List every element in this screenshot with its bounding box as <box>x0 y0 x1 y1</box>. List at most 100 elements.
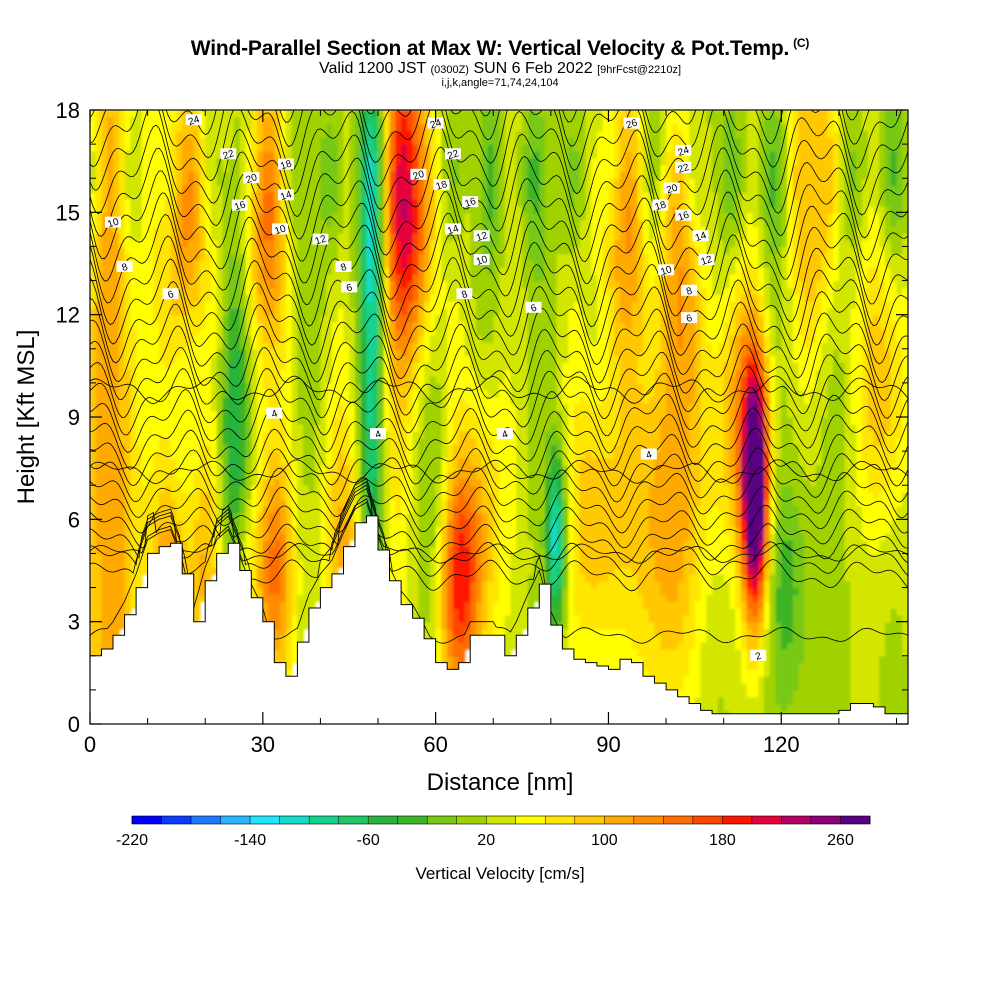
theta-contour-label: 16 <box>231 199 248 213</box>
theta-contour-label: 26 <box>623 117 640 132</box>
colorbar-swatch <box>751 816 782 824</box>
theta-contour-label: 12 <box>698 254 715 268</box>
y-tick-label: 12 <box>56 303 80 328</box>
valid-utc: (0300Z) <box>430 64 469 76</box>
theta-contour-line <box>90 366 908 437</box>
chart-title: Wind-Parallel Section at Max W: Vertical… <box>0 36 1000 61</box>
copyright-mark: (C) <box>793 36 810 50</box>
colorbar-swatch <box>368 816 398 824</box>
theta-contour-label: 20 <box>243 172 260 186</box>
theta-contour-line <box>90 110 859 123</box>
theta-contour-label: 8 <box>456 288 473 301</box>
theta-contour-label: 12 <box>473 230 490 244</box>
theta-contour-line <box>90 488 908 592</box>
x-tick-label: 30 <box>251 732 275 757</box>
theta-contour-line <box>90 447 908 503</box>
colorbar-swatch <box>840 816 871 824</box>
y-tick-label: 3 <box>68 610 80 635</box>
colorbar-tick-label: 180 <box>709 832 736 849</box>
theta-contour-label: 18 <box>652 199 669 213</box>
theta-contour-label: 14 <box>277 189 294 203</box>
theta-contour-line <box>90 212 908 306</box>
theta-contour-label: 20 <box>410 169 427 183</box>
colorbar-swatch <box>456 816 487 824</box>
chart-subtitle: Valid 1200 JST (0300Z) SUN 6 Feb 2022 [9… <box>0 60 1000 78</box>
theta-contour-label: 22 <box>675 162 692 176</box>
theta-contour-label: 22 <box>444 148 461 162</box>
theta-contour-label: 18 <box>277 158 294 173</box>
colorbar-swatch <box>545 816 576 824</box>
theta-contour-line <box>90 169 908 263</box>
colorbar-swatch <box>397 816 428 824</box>
theta-contour-label: 8 <box>335 260 352 274</box>
theta-contour-line <box>90 459 908 484</box>
theta-contour-label: 18 <box>433 179 450 193</box>
colorbar-swatch <box>427 816 458 824</box>
theta-contour-line <box>90 279 908 366</box>
theta-contour-label: 16 <box>675 210 692 224</box>
theta-contour-line <box>90 375 908 405</box>
colorbar-swatch <box>191 816 221 824</box>
theta-contour-line <box>90 110 870 148</box>
theta-contour-line <box>90 301 908 384</box>
theta-contour-label: 24 <box>185 114 202 128</box>
colorbar-tick-label: 260 <box>827 832 854 849</box>
x-tick-label: 90 <box>596 732 620 757</box>
valid-date: SUN 6 Feb 2022 <box>473 60 593 77</box>
colorbar: -220 -140 -60 20 100 180 260 <box>116 815 871 849</box>
y-tick-label: 9 <box>68 405 80 430</box>
theta-contour-label: 2 <box>750 649 767 663</box>
theta-contour-line <box>90 110 908 195</box>
colorbar-swatch <box>250 816 280 824</box>
theta-contour-label: 24 <box>675 145 692 159</box>
y-axis-title: Height [Kft MSL] <box>13 330 40 505</box>
theta-contour-line <box>90 6 908 98</box>
colorbar-swatch <box>781 816 812 824</box>
theta-contour-label: 6 <box>341 281 358 294</box>
theta-contour-label: 10 <box>105 216 121 231</box>
theta-contours <box>90 0 908 644</box>
theta-contour-line <box>90 0 908 23</box>
terrain <box>89 515 909 725</box>
colorbar-swatch <box>810 816 841 824</box>
theta-contour-label: 22 <box>220 148 237 162</box>
colorbar-swatch <box>633 816 664 824</box>
chart-title-text: Wind-Parallel Section at Max W: Vertical… <box>190 37 790 60</box>
theta-contour-label: 10 <box>272 223 289 237</box>
theta-contour-line <box>90 501 908 644</box>
theta-contour-line <box>90 233 908 328</box>
colorbar-swatch <box>663 816 694 824</box>
theta-contour-line <box>90 407 908 471</box>
y-tick-label: 0 <box>68 712 80 737</box>
theta-contour-line <box>90 323 908 402</box>
theta-contour-label: 14 <box>692 230 709 244</box>
theta-contour-line <box>90 427 908 487</box>
colorbar-swatch <box>220 816 251 824</box>
theta-contour-label: 4 <box>496 428 513 441</box>
colorbar-swatch <box>692 816 723 824</box>
theta-contour-line <box>90 466 908 519</box>
theta-contour-label: 4 <box>266 407 283 421</box>
colorbar-swatch <box>604 816 635 824</box>
colorbar-swatch <box>486 816 517 824</box>
theta-contour-line <box>90 0 908 49</box>
theta-contour-line <box>90 481 908 564</box>
colorbar-swatch <box>338 816 369 824</box>
theta-contour-line <box>90 486 908 534</box>
theta-contour-label: 10 <box>473 254 490 268</box>
theta-contour-line <box>90 123 908 218</box>
theta-contour-line <box>90 146 908 240</box>
theta-contour-label: 8 <box>116 260 133 274</box>
theta-contour-label: 20 <box>663 182 680 196</box>
theta-contour-label: 16 <box>462 196 479 210</box>
theta-contour-label: 10 <box>658 264 675 278</box>
colorbar-swatch <box>279 816 310 824</box>
colorbar-title: Vertical Velocity [cm/s] <box>415 864 585 883</box>
y-tick-label: 18 <box>56 98 80 123</box>
section-info: i,j,k,angle=71,74,24,104 <box>441 77 559 89</box>
theta-contour-label: 8 <box>681 284 698 298</box>
x-tick-label: 60 <box>423 732 447 757</box>
axes: 0 30 60 90 120 0 3 6 9 12 15 18 <box>56 98 908 757</box>
